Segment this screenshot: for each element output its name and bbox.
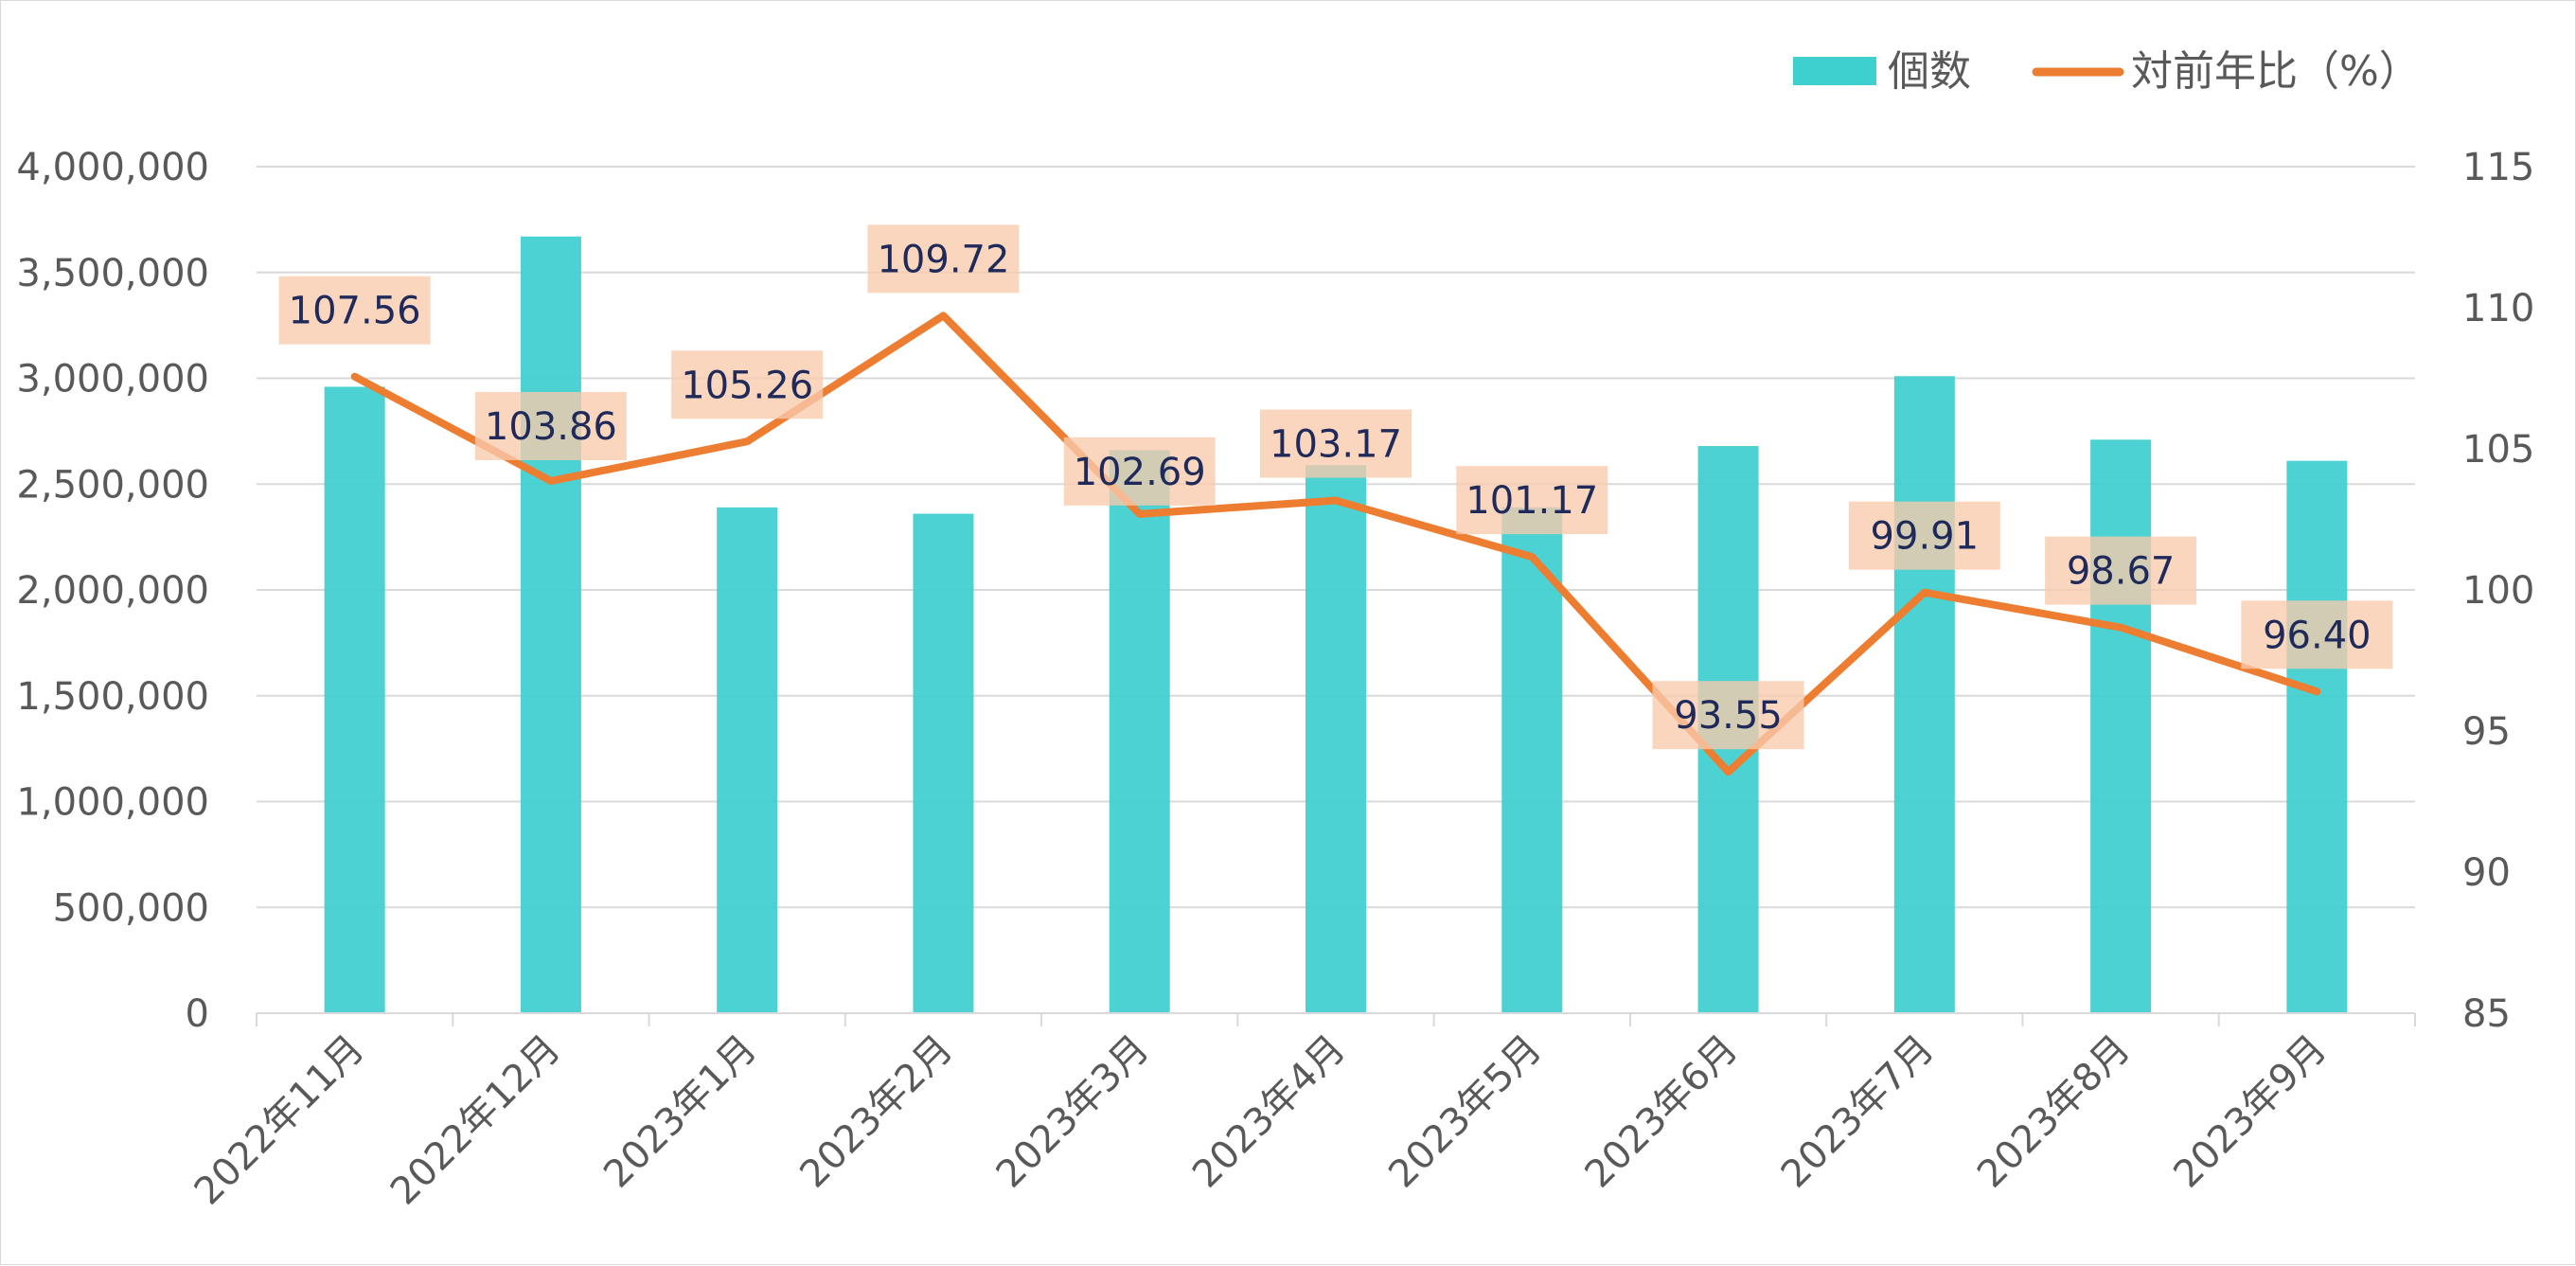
y-axis-left: 0 500,000 1,000,000 1,500,000 2,000,000 2,500… xyxy=(16,146,209,1036)
data-label-bg xyxy=(2045,536,2197,605)
line-point xyxy=(1727,771,1730,774)
y-right-tick-label: 100 xyxy=(2462,569,2534,613)
y-right-tick-label: 95 xyxy=(2462,710,2511,754)
y-axis-right: 85 90 95 100 105 110 115 xyxy=(2462,146,2534,1036)
data-label-bg xyxy=(671,350,824,419)
bar xyxy=(2286,460,2348,1013)
x-tick-label: 2023年6月 xyxy=(1577,1027,1747,1197)
x-tick-label: 2023年8月 xyxy=(1969,1027,2139,1197)
x-tick-label: 2022年11月 xyxy=(187,1027,373,1214)
y-left-tick-label: 1,000,000 xyxy=(16,781,209,825)
x-tick-label: 2023年7月 xyxy=(1773,1027,1943,1197)
data-label: 103.86 xyxy=(485,405,617,449)
line-point xyxy=(942,314,945,317)
line-point xyxy=(746,440,749,443)
data-label: 93.55 xyxy=(1674,694,1783,738)
y-left-tick-label: 3,500,000 xyxy=(16,252,209,295)
data-label: 101.17 xyxy=(1466,479,1598,523)
x-tick-label: 2023年1月 xyxy=(595,1027,765,1197)
data-label: 107.56 xyxy=(289,290,421,333)
bar xyxy=(324,386,385,1013)
line-point xyxy=(353,375,356,378)
data-label-bg xyxy=(1456,466,1608,535)
y-right-tick-label: 115 xyxy=(2462,146,2534,189)
line-point xyxy=(1531,556,1534,559)
line-point xyxy=(2316,690,2318,693)
line-point xyxy=(1923,591,1926,594)
data-label-bg xyxy=(867,224,1020,294)
y-left-tick-label: 4,000,000 xyxy=(16,146,209,189)
y-left-tick-label: 0 xyxy=(186,992,209,1036)
y-left-tick-label: 3,000,000 xyxy=(16,358,209,401)
bar xyxy=(520,236,581,1013)
x-tick-label: 2022年12月 xyxy=(382,1027,569,1214)
data-label-bg xyxy=(2241,600,2393,669)
legend: 個数 対前年比（%） xyxy=(1793,47,2421,96)
line-point xyxy=(2120,626,2123,629)
y-right-tick-label: 110 xyxy=(2462,287,2534,330)
x-tick-label: 2023年4月 xyxy=(1184,1027,1354,1197)
data-label: 96.40 xyxy=(2263,614,2372,657)
line-data-labels: 107.56 103.86 105.26 109.72 102.69 103.17 101.… xyxy=(278,224,2393,750)
bar xyxy=(1501,507,1563,1013)
line-point xyxy=(1335,499,1337,502)
data-label-bg xyxy=(278,276,431,345)
y-left-tick-label: 500,000 xyxy=(53,886,209,930)
data-label: 99.91 xyxy=(1871,515,1980,559)
data-label: 105.26 xyxy=(681,364,813,407)
line-series xyxy=(350,312,2321,776)
bar xyxy=(1109,450,1170,1013)
data-label-bg xyxy=(1063,437,1216,506)
bar xyxy=(1306,465,1366,1013)
line-point xyxy=(1138,512,1141,515)
bar xyxy=(913,513,974,1013)
data-label-bg xyxy=(1260,409,1412,478)
data-label: 103.17 xyxy=(1270,423,1402,467)
data-label-bg xyxy=(1848,501,2000,570)
y-left-tick-label: 2,500,000 xyxy=(16,463,209,507)
x-tick-label: 2023年5月 xyxy=(1380,1027,1550,1197)
data-label: 109.72 xyxy=(877,238,1009,281)
y-left-tick-label: 1,500,000 xyxy=(16,675,209,719)
y-right-tick-label: 90 xyxy=(2462,851,2511,895)
bar-series xyxy=(324,236,2348,1013)
data-label: 102.69 xyxy=(1074,451,1206,494)
bar xyxy=(717,507,778,1013)
bar xyxy=(1893,376,1955,1013)
data-label-bg xyxy=(1652,681,1804,750)
data-label-bg xyxy=(474,391,627,460)
y-right-tick-label: 105 xyxy=(2462,428,2534,472)
data-label: 98.67 xyxy=(2067,550,2176,594)
x-tick-label: 2023年9月 xyxy=(2165,1027,2335,1197)
y-left-tick-label: 2,000,000 xyxy=(16,569,209,613)
x-axis: 2022年11月 2022年12月 2023年1月 2023年2月 2023年3月 202… xyxy=(187,1012,2416,1214)
x-tick-label: 2023年3月 xyxy=(988,1027,1158,1197)
y-right-tick-label: 85 xyxy=(2462,992,2511,1036)
legend-swatch-bar xyxy=(1793,57,1876,85)
line-point xyxy=(549,479,552,482)
x-tick-label: 2023年2月 xyxy=(791,1027,961,1197)
legend-label-bar: 個数 xyxy=(1888,47,1971,96)
legend-label-line: 対前年比（%） xyxy=(2131,47,2421,96)
bar xyxy=(2090,439,2152,1013)
